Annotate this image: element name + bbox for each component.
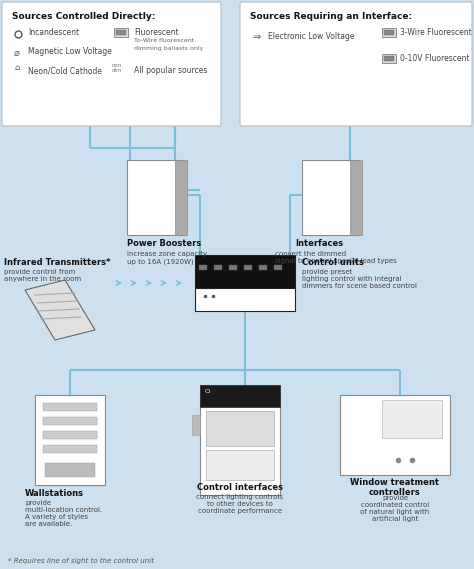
Text: connect lighting controls
to other devices to
coordinate performance: connect lighting controls to other devic… bbox=[197, 494, 283, 514]
Text: non
dim: non dim bbox=[112, 63, 122, 73]
Bar bbox=[43, 431, 97, 439]
Text: All popular sources: All popular sources bbox=[134, 66, 207, 75]
Bar bbox=[206, 450, 274, 480]
Bar bbox=[43, 417, 97, 425]
Text: Control interfaces: Control interfaces bbox=[197, 483, 283, 492]
Bar bbox=[382, 28, 396, 37]
Text: provide control from
anywhere in the room: provide control from anywhere in the roo… bbox=[4, 269, 81, 282]
Bar bbox=[382, 400, 442, 438]
FancyBboxPatch shape bbox=[240, 2, 472, 126]
Bar bbox=[199, 265, 207, 270]
Text: Sources Requiring an Interface:: Sources Requiring an Interface: bbox=[250, 12, 412, 21]
Bar bbox=[192, 415, 200, 435]
Bar bbox=[114, 28, 128, 37]
Text: ⌀: ⌀ bbox=[14, 48, 20, 58]
Text: ⇒: ⇒ bbox=[252, 32, 260, 42]
Text: Interfaces: Interfaces bbox=[295, 239, 343, 248]
Text: To-Wire fluorescent: To-Wire fluorescent bbox=[134, 38, 194, 43]
Bar bbox=[302, 160, 358, 235]
Text: Control units: Control units bbox=[302, 258, 364, 267]
Bar bbox=[127, 160, 183, 235]
Bar bbox=[206, 411, 274, 446]
Text: Window treatment
controllers: Window treatment controllers bbox=[350, 478, 439, 497]
Text: provide preset
lighting control with integral
dimmers for scene based control: provide preset lighting control with int… bbox=[302, 269, 417, 289]
Polygon shape bbox=[25, 280, 95, 340]
Text: Power Boosters: Power Boosters bbox=[127, 239, 201, 248]
Bar bbox=[200, 385, 280, 495]
Bar bbox=[175, 160, 187, 235]
Bar bbox=[382, 54, 396, 63]
Text: Fluorescent: Fluorescent bbox=[134, 28, 179, 37]
Text: * Requires line of sight to the control unit: * Requires line of sight to the control … bbox=[8, 558, 154, 564]
Bar bbox=[45, 463, 95, 477]
Text: provide
multi-location control.
A variety of styles
are available.: provide multi-location control. A variet… bbox=[25, 500, 102, 527]
Bar bbox=[229, 265, 237, 270]
Bar bbox=[200, 385, 280, 407]
Bar bbox=[195, 288, 295, 311]
Bar bbox=[195, 255, 295, 288]
Text: dimming ballasts only: dimming ballasts only bbox=[134, 46, 203, 51]
Bar bbox=[274, 265, 282, 270]
Text: Increase zone capacity
up to 16A (1920W): Increase zone capacity up to 16A (1920W) bbox=[127, 251, 207, 265]
Bar bbox=[384, 30, 394, 35]
Text: Sources Controlled Directly:: Sources Controlled Directly: bbox=[12, 12, 155, 21]
Bar bbox=[244, 265, 252, 270]
Bar bbox=[384, 56, 394, 61]
Text: Wallstations: Wallstations bbox=[25, 489, 84, 498]
Bar bbox=[350, 160, 362, 235]
FancyBboxPatch shape bbox=[2, 2, 221, 126]
Text: Neon/Cold Cathode: Neon/Cold Cathode bbox=[28, 66, 102, 75]
Bar bbox=[340, 395, 450, 475]
Bar bbox=[214, 265, 222, 270]
Bar bbox=[259, 265, 267, 270]
Text: 0-10V Fluorescent: 0-10V Fluorescent bbox=[400, 54, 470, 63]
Bar bbox=[43, 403, 97, 411]
Bar bbox=[43, 445, 97, 453]
Text: Magnetic Low Voltage: Magnetic Low Voltage bbox=[28, 47, 112, 56]
Text: Incandescent: Incandescent bbox=[28, 28, 79, 37]
Bar bbox=[35, 395, 105, 485]
Text: convert the dimmed
signal to control special load types: convert the dimmed signal to control spe… bbox=[275, 251, 397, 264]
Bar bbox=[116, 30, 126, 35]
Text: Electronic Low Voltage: Electronic Low Voltage bbox=[268, 32, 355, 41]
Text: 3-Wire Fluorescent: 3-Wire Fluorescent bbox=[400, 28, 472, 37]
Text: ⌂: ⌂ bbox=[14, 63, 19, 72]
Text: provide
coordinated control
of natural light with
artificial light: provide coordinated control of natural l… bbox=[360, 495, 429, 522]
Text: Infrared Transmitters*: Infrared Transmitters* bbox=[4, 258, 110, 267]
Text: Ci: Ci bbox=[205, 389, 211, 394]
